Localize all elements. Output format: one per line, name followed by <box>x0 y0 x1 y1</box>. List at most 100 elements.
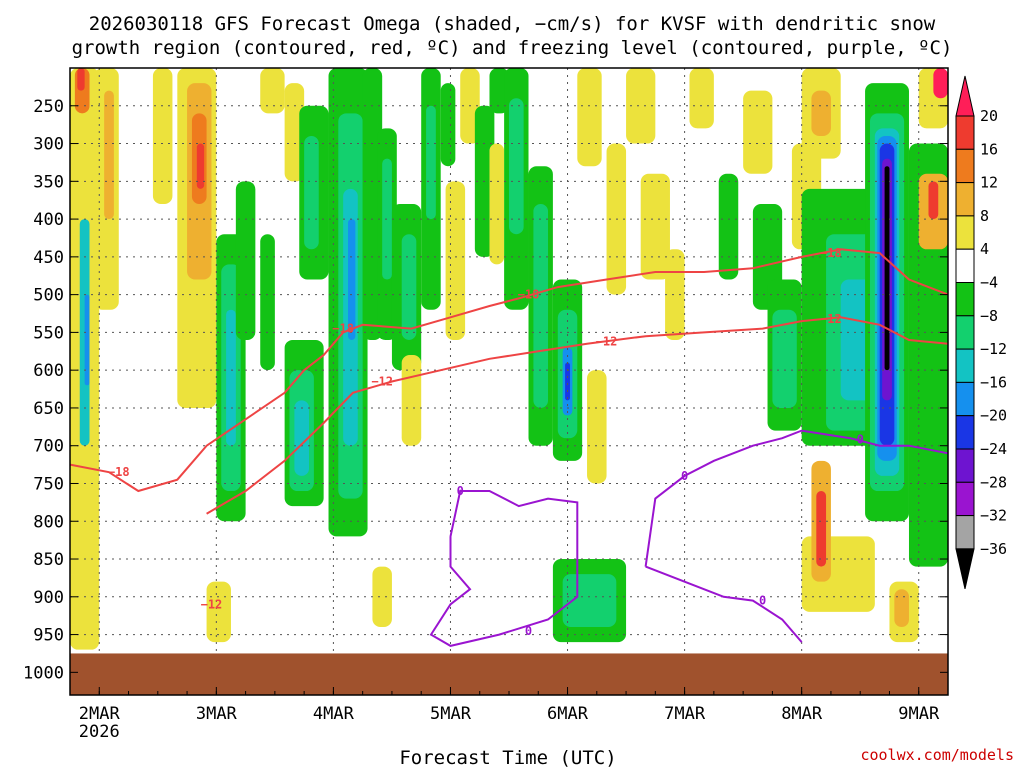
x-tick-label-9MAR: 9MAR <box>898 704 940 724</box>
omega-cell-79 <box>884 166 890 371</box>
chart-title-line-1: 2026030118 GFS Forecast Omega (shaded, −… <box>89 13 936 35</box>
colorbar-label-4: 4 <box>980 240 989 258</box>
contour-lines: −18 −18 −18 −18 −12 −12 −12 −12 0 0 0 0 0 <box>69 246 949 647</box>
colorbar-segment-5 <box>955 248 975 283</box>
dgz-label-minus12-b: −12 <box>371 375 393 389</box>
x-tick-label-5MAR: 5MAR <box>430 704 472 724</box>
freezing-label-d: 0 <box>857 433 864 447</box>
freezing-label-c: 0 <box>681 469 688 483</box>
dgz-label-minus18-b: −18 <box>332 322 354 336</box>
omega-cell-19 <box>260 68 285 114</box>
omega-cell-66 <box>772 309 797 408</box>
x-tick-label-7MAR: 7MAR <box>664 704 706 724</box>
x-tick-label-4MAR: 4MAR <box>313 704 355 724</box>
omega-cell-38 <box>426 105 436 220</box>
x-tick-label-8MAR: 8MAR <box>781 704 823 724</box>
omega-cell-87 <box>816 491 827 567</box>
y-tick-label-850: 850 <box>33 550 64 570</box>
colorbar-segment-11 <box>955 448 975 483</box>
freezing-label-a: 0 <box>457 484 464 498</box>
colorbar-label-2: 12 <box>980 174 998 192</box>
dgz-contour-minus18 <box>69 248 949 493</box>
dgz-label-minus18-c: −18 <box>518 288 540 302</box>
omega-cell-6 <box>104 90 114 220</box>
colorbar-label-10: −24 <box>980 440 1007 458</box>
colorbar-segment-3 <box>955 182 975 217</box>
colorbar-label-11: −28 <box>980 473 1007 491</box>
x-tick-label-3MAR: 3MAR <box>196 704 238 724</box>
colorbar-segment-1 <box>955 115 975 150</box>
omega-cell-2 <box>84 294 90 386</box>
dgz-label-minus18-d: −18 <box>820 246 842 260</box>
freezing-label-b: 0 <box>525 624 532 638</box>
y-tick-label-600: 600 <box>33 361 64 381</box>
colorbar-segment-7 <box>955 315 975 350</box>
colorbar-label-7: −12 <box>980 340 1007 358</box>
omega-cell-18 <box>260 234 275 371</box>
omega-cell-46 <box>509 98 524 235</box>
omega-cell-4 <box>77 68 85 91</box>
x-tick-sublabel-year: 2026 <box>79 722 120 742</box>
omega-cell-61 <box>689 68 714 129</box>
y-tick-label-1000: 1000 <box>23 663 64 683</box>
omega-cell-56 <box>577 68 602 167</box>
x-tick-label-6MAR: 6MAR <box>547 704 589 724</box>
omega-cell-39 <box>440 83 456 167</box>
colorbar-label-5: −4 <box>980 274 998 292</box>
omega-cell-13 <box>70 581 95 643</box>
omega-cell-58 <box>626 68 656 144</box>
colorbar-label-0: 20 <box>980 107 998 125</box>
colorbar-label-6: −8 <box>980 307 998 325</box>
y-tick-label-350: 350 <box>33 172 64 192</box>
dgz-label-minus12-a: −12 <box>201 597 223 611</box>
colorbar-label-13: −36 <box>980 540 1007 558</box>
omega-cell-59 <box>640 173 670 280</box>
omega-cell-84 <box>933 68 948 99</box>
omega-cell-89 <box>894 589 909 628</box>
omega-cell-82 <box>928 181 939 220</box>
dgz-label-minus12-d: −12 <box>820 312 842 326</box>
y-tick-label-300: 300 <box>33 135 64 155</box>
colorbar-segment-12 <box>955 481 975 517</box>
y-tick-label-250: 250 <box>33 97 64 117</box>
omega-cell-54 <box>562 574 617 628</box>
y-tick-label-800: 800 <box>33 512 64 532</box>
omega-cell-55 <box>587 370 607 484</box>
chart-title-line-2: growth region (contoured, red, ºC) and f… <box>72 37 953 59</box>
omega-cell-43 <box>489 143 505 265</box>
colorbar-segment-10 <box>955 415 975 450</box>
omega-cell-23 <box>294 400 310 476</box>
dgz-label-minus18-a: −18 <box>108 465 130 479</box>
omega-cell-25 <box>304 135 319 250</box>
dgz-label-minus12-c: −12 <box>596 334 618 348</box>
freezing-label-e: 0 <box>759 594 766 608</box>
y-tick-label-700: 700 <box>33 437 64 457</box>
omega-cell-29 <box>348 219 356 340</box>
colorbar-segment-9 <box>955 381 975 417</box>
y-tick-label-900: 900 <box>33 588 64 608</box>
omega-cell-62 <box>718 173 739 280</box>
omega-cell-32 <box>382 158 392 280</box>
colorbar-segment-2 <box>955 148 975 184</box>
y-tick-label-550: 550 <box>33 323 64 343</box>
colorbar-bottom-arrow <box>955 548 975 590</box>
freezing-level-contour <box>429 490 579 647</box>
x-tick-label-2MAR: 2MAR <box>79 704 121 724</box>
colorbar-segment-6 <box>955 282 975 317</box>
omega-cell-34 <box>401 234 417 340</box>
omega-cell-60 <box>665 249 685 340</box>
omega-cell-36 <box>401 355 422 446</box>
y-tick-label-950: 950 <box>33 626 64 646</box>
omega-cell-11 <box>196 143 205 189</box>
omega-cell-7 <box>152 68 173 204</box>
y-tick-label-650: 650 <box>33 399 64 419</box>
omega-cell-48 <box>533 203 549 408</box>
omega-cell-16 <box>226 309 236 446</box>
colorbar-label-1: 16 <box>980 140 998 158</box>
credit-link[interactable]: coolwx.com/models <box>860 746 1014 764</box>
colorbar-top-arrow <box>955 75 975 117</box>
colorbar-label-3: 8 <box>980 207 989 225</box>
colorbar: 20 16 12 8 4 −4 −8 −12 −16 −20 −24 −28 −32 −36 <box>955 75 1007 590</box>
ground-fill <box>70 653 948 695</box>
